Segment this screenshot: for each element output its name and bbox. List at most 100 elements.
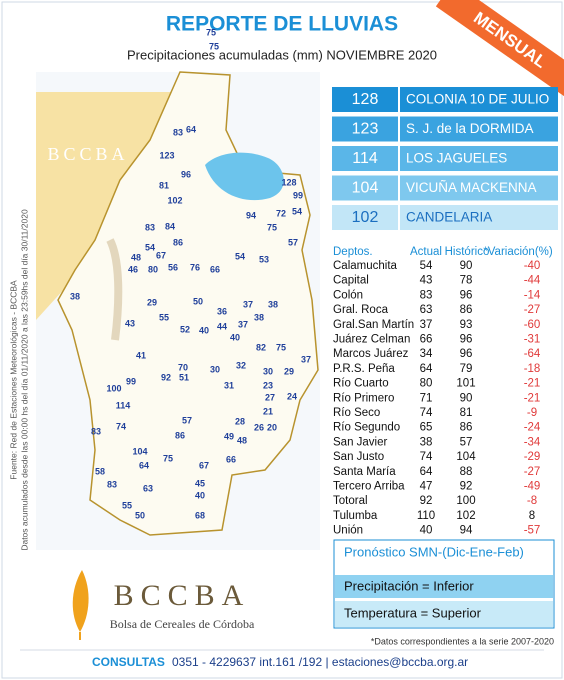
top-stations: 128 COLONIA 10 DE JULIO 123 S. J. de la DOR… — [332, 87, 558, 230]
table-value: 90 — [460, 260, 473, 272]
station-value: 29 — [147, 297, 157, 307]
rank-value: 123 — [352, 121, 379, 138]
table-value: -8 — [527, 495, 537, 507]
table-value: 66 — [420, 334, 433, 346]
station-value: 54 — [235, 251, 245, 261]
station-value: 48 — [237, 435, 247, 445]
department-name: Totoral — [333, 495, 368, 507]
table-value: 71 — [420, 392, 433, 404]
station-value: 94 — [246, 210, 256, 220]
department-name: Tulumba — [333, 510, 378, 522]
table-value: 94 — [460, 525, 473, 537]
station-value: 38 — [70, 291, 80, 301]
lake — [205, 152, 284, 201]
rank-name: CANDELARIA — [406, 210, 492, 225]
station-value: 37 — [243, 299, 253, 309]
station-value: 55 — [122, 500, 132, 510]
rank-name: COLONIA 10 DE JULIO — [406, 92, 549, 107]
station-value: 55 — [159, 312, 169, 322]
table-value: 34 — [420, 348, 433, 360]
table-value: 37 — [420, 319, 433, 331]
table-value: -27 — [524, 466, 541, 478]
station-value: 38 — [268, 299, 278, 309]
logo-name: BCCBA — [114, 579, 251, 612]
station-value: 40 — [195, 490, 205, 500]
station-value: 64 — [186, 124, 196, 134]
department-name: Río Primero — [333, 392, 394, 404]
station-value: 92 — [161, 372, 171, 382]
table-value: -60 — [524, 319, 541, 331]
department-name: Calamuchita — [333, 260, 398, 272]
table-value: -29 — [524, 451, 541, 463]
station-value: 52 — [180, 324, 190, 334]
station-value: 54 — [292, 206, 302, 216]
department-name: Gral. Roca — [333, 304, 389, 316]
footnote: *Datos correspondientes a la serie 2007-… — [371, 636, 554, 646]
station-value: 70 — [178, 362, 188, 372]
side-note: Datos acumulados desde las 00:00 hs del … — [19, 209, 29, 551]
forecast-row: Temperatura = Superior — [344, 605, 482, 620]
station-value: 23 — [263, 380, 273, 390]
column-header: Actual — [410, 246, 442, 258]
station-value: 86 — [175, 430, 185, 440]
rank-value: 114 — [352, 150, 378, 167]
table-value: 64 — [420, 363, 433, 375]
table-value: 38 — [420, 436, 433, 448]
station-value: 45 — [195, 478, 205, 488]
table-value: -49 — [524, 481, 541, 493]
table-value: -34 — [524, 436, 541, 448]
station-value: 27 — [265, 392, 275, 402]
table-value: 101 — [456, 378, 475, 390]
station-value: 75 — [267, 222, 277, 232]
table-value: 57 — [460, 436, 473, 448]
table-value: -64 — [524, 348, 541, 360]
table-value: 78 — [460, 275, 473, 287]
station-value: 68 — [195, 510, 205, 520]
station-value: 66 — [210, 264, 220, 274]
station-value: 99 — [293, 190, 303, 200]
station-value: 81 — [159, 180, 169, 190]
station-value: 74 — [116, 421, 126, 431]
forecast-row-bg — [335, 601, 553, 627]
station-value: 38 — [254, 312, 264, 322]
logo-icon — [72, 570, 89, 640]
rank-value: 128 — [352, 91, 379, 108]
table-value: -44 — [524, 275, 541, 287]
table-value: 79 — [460, 363, 473, 375]
table-value: 93 — [460, 319, 473, 331]
station-value: 56 — [168, 262, 178, 272]
station-value: 104 — [132, 446, 147, 456]
table-value: -27 — [524, 304, 541, 316]
rank-name-bg — [400, 146, 558, 171]
station-value: 31 — [224, 380, 234, 390]
table-value: 86 — [460, 422, 473, 434]
table-value: 110 — [417, 510, 435, 522]
station-value: 114 — [116, 400, 131, 410]
table-value: 54 — [420, 260, 433, 272]
station-value: 30 — [210, 364, 220, 374]
table-value: 83 — [420, 289, 433, 301]
title: REPORTE DE LLUVIAS — [166, 13, 398, 36]
column-header: Deptos. — [333, 246, 373, 258]
table-value: -21 — [524, 378, 541, 390]
station-value: 86 — [173, 237, 183, 247]
table-value: 88 — [460, 466, 473, 478]
table-value: 92 — [420, 495, 433, 507]
station-value: 72 — [276, 208, 286, 218]
station-value: 75 — [276, 342, 286, 352]
station-value: 44 — [217, 321, 227, 331]
station-value: 100 — [106, 383, 121, 393]
station-value: 53 — [259, 254, 269, 264]
table-value: 96 — [460, 348, 473, 360]
station-value: 36 — [217, 306, 227, 316]
station-value: 128 — [281, 177, 296, 187]
table-value: -40 — [524, 260, 541, 272]
table-value: 64 — [420, 466, 433, 478]
table-value: 92 — [460, 481, 473, 493]
column-header: *Variación(%) — [483, 246, 553, 258]
forecast-row-bg — [335, 575, 553, 598]
station-value: 46 — [128, 264, 138, 274]
station-value: 21 — [263, 406, 273, 416]
station-value: 64 — [139, 460, 149, 470]
